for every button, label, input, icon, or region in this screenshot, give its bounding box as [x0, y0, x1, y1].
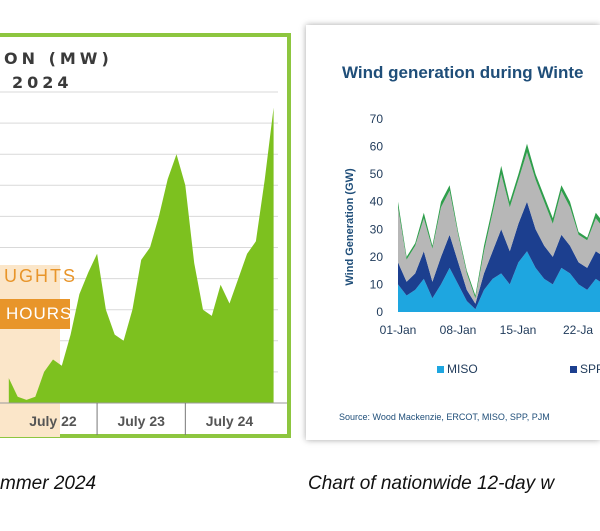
legend-spp-swatch: [570, 366, 577, 374]
left-chart-title-line1: ON (MW): [4, 49, 113, 68]
x-tick-label: July 24: [206, 413, 254, 429]
x-tick-label: 22-Ja: [563, 323, 593, 337]
legend-miso-swatch: [437, 366, 444, 374]
x-tick-label: July 23: [117, 413, 165, 429]
left-chart-title-line2: 2024: [12, 73, 73, 92]
legend-spp: SPP: [570, 362, 600, 376]
legend-miso: MISO: [437, 362, 478, 376]
legend-miso-label: MISO: [447, 362, 478, 376]
y-tick-label: 40: [370, 195, 384, 209]
y-tick-label: 0: [376, 305, 383, 319]
y-tick-label: 30: [370, 222, 384, 236]
spp-area: [398, 201, 600, 310]
y-tick-label: 10: [370, 277, 384, 291]
annotation-badge: HOURS: [0, 299, 71, 329]
right-chart-title: Wind generation during Winte: [342, 63, 584, 82]
y-tick-label: 50: [370, 167, 384, 181]
source-note: Source: Wood Mackenzie, ERCOT, MISO, SPP…: [339, 412, 550, 422]
y-tick-label: 60: [370, 140, 384, 154]
right-caption: Chart of nationwide 12-day w: [308, 473, 555, 494]
x-tick-label: 08-Jan: [440, 323, 477, 337]
generation-area: [8, 107, 274, 403]
right-chart-svg: Wind Generation (GW) 0 10 20 30 40 50 60 70 01-…: [344, 112, 600, 337]
left-caption: mmer 2024: [0, 473, 97, 494]
legend-spp-label: SPP: [580, 362, 600, 376]
x-tick-label: July 22: [29, 413, 77, 429]
y-tick-label: 20: [370, 250, 384, 264]
y-axis-label: Wind Generation (GW): [344, 168, 356, 286]
left-chart-svg: July 22 July 23 July 24: [0, 91, 287, 437]
y-tick-label: 70: [370, 112, 384, 126]
right-chart-panel: Wind generation during Winte Wind Genera…: [306, 25, 600, 440]
july22-highlight: [0, 265, 60, 437]
x-tick-label: 01-Jan: [380, 323, 417, 337]
miso-area: [398, 251, 600, 312]
annotation-top: UGHTS: [4, 266, 77, 286]
x-tick-label: 15-Jan: [500, 323, 537, 337]
gray-area: [398, 152, 600, 304]
left-chart-panel: July 22 July 23 July 24 ON (MW) 2024 UGHTS…: [0, 33, 291, 438]
